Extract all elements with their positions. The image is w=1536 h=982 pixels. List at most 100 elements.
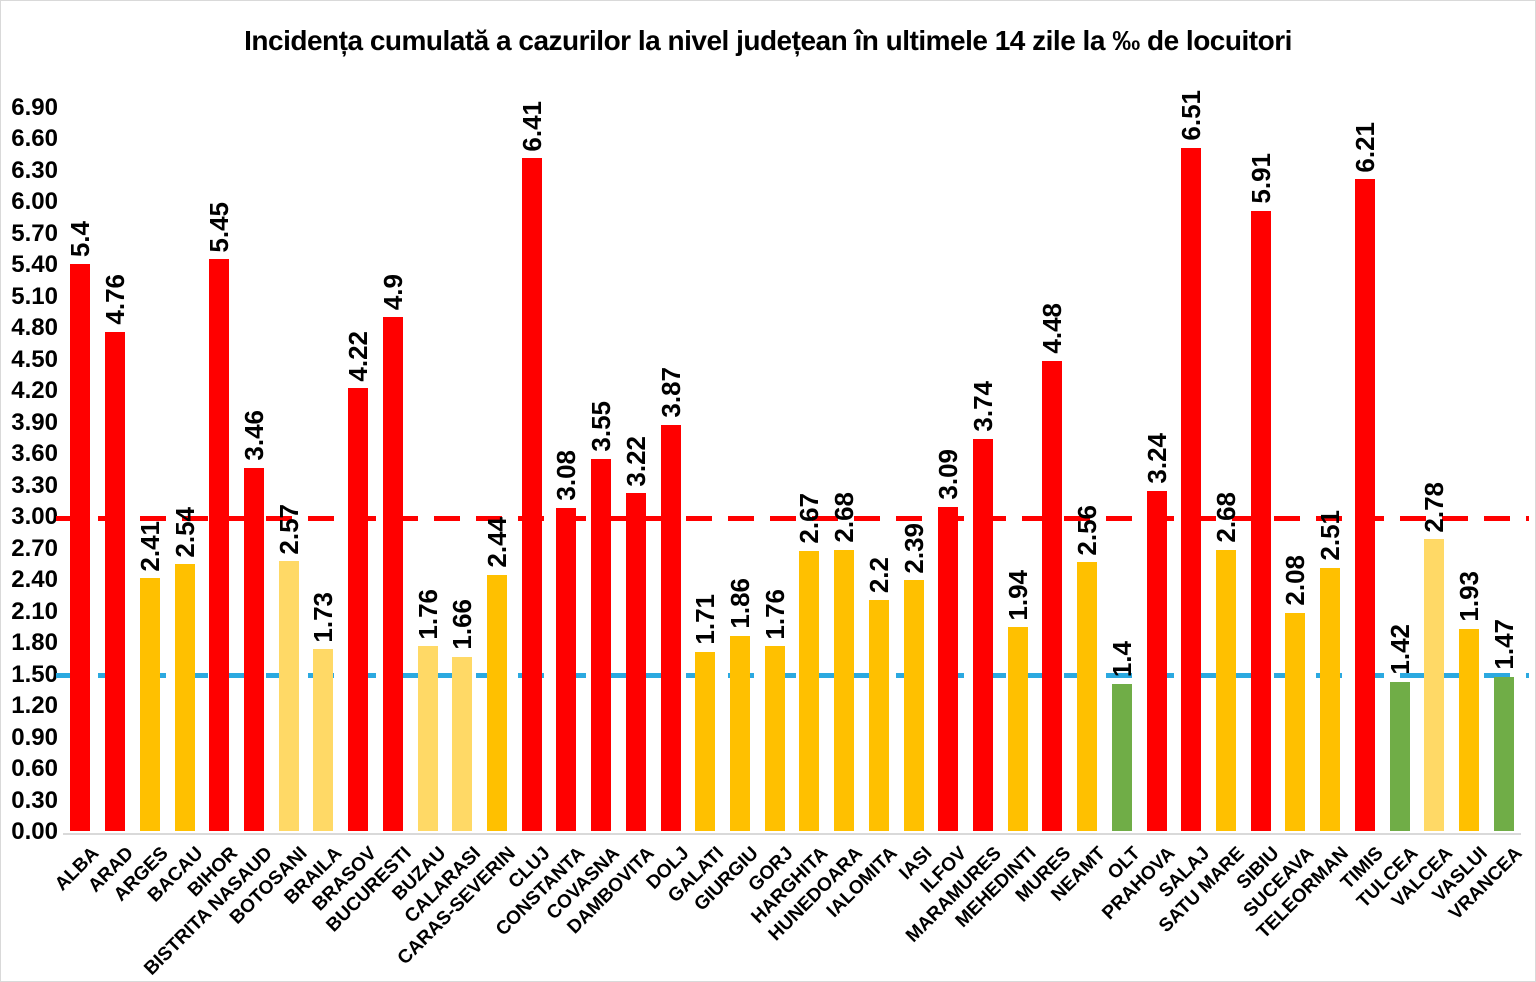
bar-tulcea <box>1389 682 1410 831</box>
bar-mehedinti <box>1007 627 1028 831</box>
y-axis-tick-label: 6.90 <box>11 93 58 121</box>
bar-value-label: 3.74 <box>967 380 998 432</box>
y-axis-tick-label: 1.80 <box>11 629 58 657</box>
y-axis-tick-label: 2.10 <box>11 597 58 625</box>
bar-ialomita <box>868 600 889 831</box>
bar-value-label: 3.87 <box>655 367 686 418</box>
bar-valcea <box>1424 539 1445 831</box>
bar-bistrita-nasaud <box>243 467 264 831</box>
bar-value-label: 1.66 <box>447 599 478 650</box>
y-axis-tick-label: 6.60 <box>11 125 58 153</box>
bar-value-label: 4.48 <box>1037 303 1068 354</box>
chart-title: Incidența cumulată a cazurilor la nivel … <box>244 25 1292 56</box>
y-axis-tick-label: 4.50 <box>11 345 58 373</box>
bar-value-label: 1.93 <box>1453 570 1484 622</box>
bar-value-label: 2.44 <box>481 517 512 568</box>
bar-buzau <box>417 646 438 831</box>
bar-neamt <box>1077 562 1098 831</box>
bar-sibiu <box>1250 210 1271 831</box>
bar-timis <box>1354 179 1375 831</box>
bar-value-label: 3.09 <box>933 449 964 500</box>
y-axis-tick-label: 0.00 <box>11 817 58 845</box>
y-axis-tick-label: 0.90 <box>11 723 58 751</box>
y-axis-tick-label: 0.60 <box>11 754 58 782</box>
bar-value-label: 2.68 <box>1210 492 1241 543</box>
bar-value-label: 2.68 <box>829 492 860 543</box>
bar-value-label: 2.78 <box>1419 481 1450 533</box>
bar-value-label: 1.42 <box>1384 624 1415 676</box>
y-axis-tick-label: 3.00 <box>11 503 58 531</box>
y-axis-tick-label: 4.80 <box>11 314 58 342</box>
bar-value-label: 3.22 <box>620 435 651 487</box>
bar-alba <box>70 264 91 831</box>
bar-value-label: 1.86 <box>724 578 755 629</box>
x-axis-line <box>63 833 1521 835</box>
bar-teleorman <box>1320 567 1341 831</box>
bar-value-label: 4.76 <box>100 273 131 325</box>
bar-value-label: 4.9 <box>377 273 408 310</box>
bar-value-label: 2.2 <box>863 557 894 594</box>
bar-value-label: 6.21 <box>1349 121 1380 173</box>
bar-value-label: 2.51 <box>1315 510 1346 561</box>
bar-arges <box>139 578 160 831</box>
bar-salaj <box>1181 147 1202 831</box>
bar-dolj <box>660 424 681 831</box>
bar-vaslui <box>1458 628 1479 831</box>
bar-harghita <box>799 550 820 831</box>
bar-value-label: 2.56 <box>1072 504 1103 556</box>
bar-value-label: 5.4 <box>65 221 96 258</box>
y-axis-tick-label: 0.30 <box>11 786 58 814</box>
bar-value-label: 3.24 <box>1141 433 1172 485</box>
bar-maramures <box>972 438 993 831</box>
bar-caras-severin <box>486 574 507 831</box>
bar-constanta <box>556 507 577 831</box>
bar-value-label: 5.91 <box>1245 153 1276 204</box>
bar-mures <box>1042 360 1063 831</box>
y-axis-tick-label: 5.10 <box>11 282 58 310</box>
bar-value-label: 5.45 <box>204 201 235 253</box>
y-axis-tick-label: 1.50 <box>11 660 58 688</box>
bar-gorj <box>764 646 785 831</box>
bar-value-label: 1.71 <box>690 593 721 645</box>
bar-value-label: 2.41 <box>134 520 165 572</box>
y-axis-tick-label: 4.20 <box>11 377 58 405</box>
bar-value-label: 3.46 <box>238 410 269 461</box>
y-axis-tick-label: 5.70 <box>11 219 58 247</box>
bar-satu-mare <box>1215 549 1236 831</box>
bar-prahova <box>1146 491 1167 831</box>
bar-olt <box>1111 684 1132 831</box>
y-axis-tick-label: 2.70 <box>11 534 58 562</box>
bar-suceava <box>1285 612 1306 831</box>
y-axis-tick-label: 6.30 <box>11 156 58 184</box>
bar-braila <box>313 649 334 831</box>
bar-hunedoara <box>834 549 855 831</box>
bar-value-label: 2.57 <box>273 503 304 555</box>
bar-iasi <box>903 580 924 831</box>
y-axis-tick-label: 5.40 <box>11 251 58 279</box>
blue-threshold-line <box>56 673 1529 679</box>
y-axis-tick-label: 3.90 <box>11 408 58 436</box>
bar-bihor <box>209 259 230 831</box>
bar-value-label: 1.94 <box>1002 569 1033 621</box>
y-axis-tick-label: 2.40 <box>11 566 58 594</box>
bar-value-label: 2.67 <box>794 493 825 544</box>
bar-calarasi <box>452 656 473 831</box>
bar-value-label: 1.47 <box>1488 619 1519 670</box>
bar-value-label: 2.39 <box>898 522 929 574</box>
bar-botosani <box>278 561 299 831</box>
bar-giurgiu <box>729 635 750 831</box>
red-threshold-line <box>56 515 1529 521</box>
bar-galati <box>695 651 716 831</box>
bar-bucuresti <box>382 316 403 831</box>
bar-value-label: 3.55 <box>586 400 617 452</box>
bar-ilfov <box>938 506 959 831</box>
bar-vrancea <box>1493 676 1514 831</box>
y-axis-tick-label: 6.00 <box>11 188 58 216</box>
bar-bacau <box>174 564 195 831</box>
y-axis-tick-label: 3.60 <box>11 440 58 468</box>
bar-brasov <box>348 388 369 831</box>
bar-value-label: 2.54 <box>169 506 200 558</box>
bar-value-label: 2.08 <box>1280 555 1311 606</box>
bar-value-label: 1.4 <box>1106 640 1137 678</box>
